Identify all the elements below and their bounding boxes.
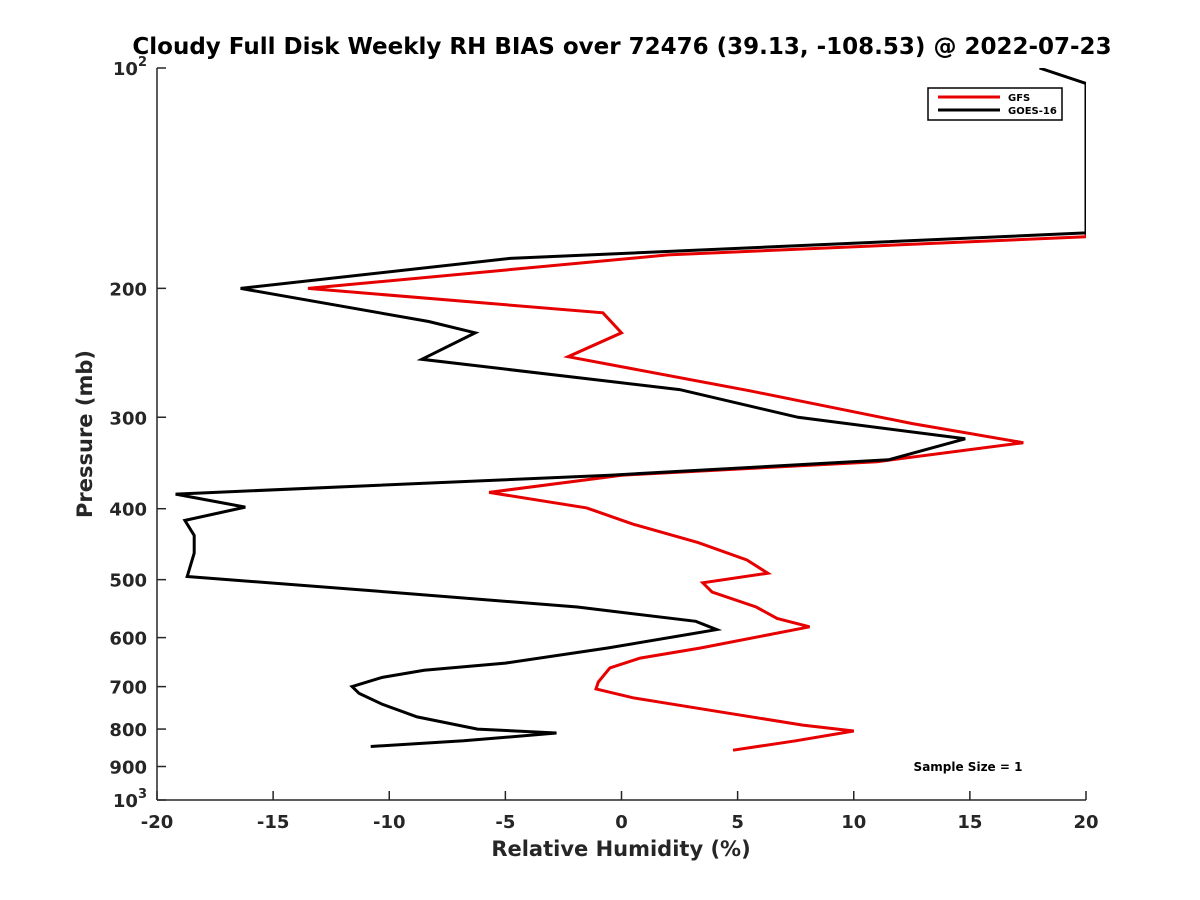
legend-box bbox=[927, 87, 1063, 121]
y-tick-label: 700 bbox=[109, 678, 147, 699]
legend: GFS GOES-16 bbox=[927, 87, 1063, 121]
x-tick-label: -5 bbox=[495, 812, 515, 833]
x-tick-label: -15 bbox=[257, 812, 290, 833]
x-tick-label: -20 bbox=[141, 812, 174, 833]
y-tick-label: 600 bbox=[109, 629, 147, 650]
x-tick-label: -10 bbox=[373, 812, 406, 833]
x-axis-label: Relative Humidity (%) bbox=[491, 837, 750, 861]
chart-title: Cloudy Full Disk Weekly RH BIAS over 724… bbox=[132, 34, 1111, 60]
y-tick-label: 400 bbox=[109, 500, 147, 521]
x-tick-label: 5 bbox=[731, 812, 744, 833]
series-line-gfs bbox=[307, 102, 1086, 752]
series-line-goes-16 bbox=[175, 68, 1086, 748]
legend-label-goes-16: GOES-16 bbox=[1008, 106, 1057, 117]
y-axis-label: Pressure (mb) bbox=[73, 350, 97, 518]
x-tick-label: 0 bbox=[615, 812, 628, 833]
legend-label-gfs: GFS bbox=[1008, 93, 1030, 104]
y-tick-label: 200 bbox=[109, 279, 147, 300]
x-tick-label: 10 bbox=[841, 812, 866, 833]
y-tick-label: 300 bbox=[109, 408, 147, 429]
plot-axes bbox=[156, 68, 1086, 801]
y-tick-label: 102 bbox=[113, 55, 147, 80]
y-tick-label: 800 bbox=[109, 720, 147, 741]
x-tick-label: 15 bbox=[957, 812, 982, 833]
y-tick-label: 103 bbox=[113, 787, 147, 812]
x-tick-label: 20 bbox=[1073, 812, 1098, 833]
y-tick-label: 900 bbox=[109, 758, 147, 779]
y-tick-label: 500 bbox=[109, 571, 147, 592]
sample-size-annotation: Sample Size = 1 bbox=[914, 760, 1023, 774]
